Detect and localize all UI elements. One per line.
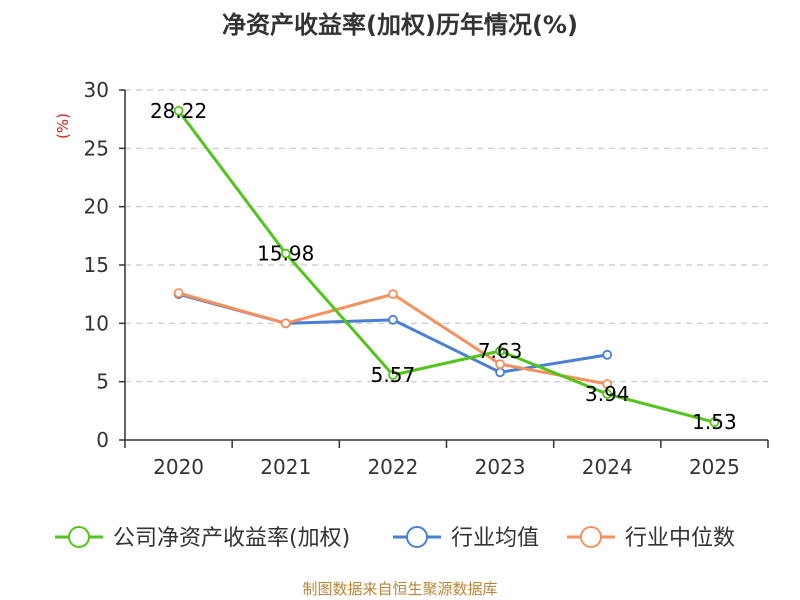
legend-swatch-marker (406, 526, 428, 548)
data-point (602, 389, 613, 399)
x-tick-label: 2024 (582, 455, 633, 479)
legend: 公司净资产收益率(加权) 行业均值 行业中位数 (55, 526, 735, 551)
legend-item: 公司净资产收益率(加权) (55, 526, 350, 551)
y-axis-unit-label: (%) (54, 113, 72, 139)
legend-item: 行业均值 (393, 526, 539, 551)
data-point (495, 346, 505, 356)
y-tick-label: 15 (84, 253, 109, 277)
x-tick-label: 2020 (153, 455, 204, 479)
series-0 (173, 105, 720, 428)
legend-item: 行业中位数 (567, 526, 735, 551)
legend-label: 公司净资产收益率(加权) (113, 526, 350, 551)
data-point (280, 318, 291, 329)
data-label: 5.57 (371, 363, 416, 387)
legend-swatch-marker (68, 526, 90, 548)
x-tick-label: 2023 (475, 455, 526, 479)
data-point (495, 359, 505, 370)
y-tick-label: 0 (96, 428, 109, 452)
legend-label: 行业中位数 (625, 526, 735, 551)
data-label: 28.22 (150, 99, 207, 123)
x-tick-label: 2022 (367, 455, 418, 479)
y-tick-label: 5 (96, 370, 109, 394)
data-point (388, 314, 398, 325)
x-tick-label: 2025 (689, 455, 740, 479)
data-point (602, 379, 613, 389)
y-tick-label: 20 (84, 195, 109, 219)
y-tick-label: 25 (84, 136, 109, 160)
data-point (173, 105, 184, 116)
data-labels: 28.22 15.98 5.57 7.63 3.94 1.53 (150, 99, 737, 434)
series-line (177, 109, 715, 424)
gridlines (125, 89, 768, 383)
legend-swatch-marker (580, 526, 602, 548)
series-2 (173, 288, 613, 389)
data-point (495, 367, 505, 378)
chart-title: 净资产收益率(加权)历年情况(%) (222, 11, 578, 39)
source-note: 制图数据来自恒生聚源数据库 (302, 580, 497, 598)
data-label: 3.94 (585, 382, 630, 406)
data-label: 7.63 (478, 339, 523, 363)
data-point (709, 417, 720, 428)
data-point (388, 289, 398, 300)
data-label: 15.98 (257, 242, 314, 266)
x-tick-label: 2021 (260, 455, 311, 479)
data-point (173, 288, 184, 298)
y-tick-label: 10 (84, 311, 109, 335)
data-label: 1.53 (692, 410, 737, 434)
series-lines (173, 105, 720, 428)
legend-label: 行业均值 (451, 526, 539, 551)
data-point (388, 370, 398, 380)
y-tick-label: 30 (84, 78, 109, 102)
data-point (602, 349, 613, 360)
series-line (178, 292, 608, 374)
data-point (280, 248, 291, 259)
